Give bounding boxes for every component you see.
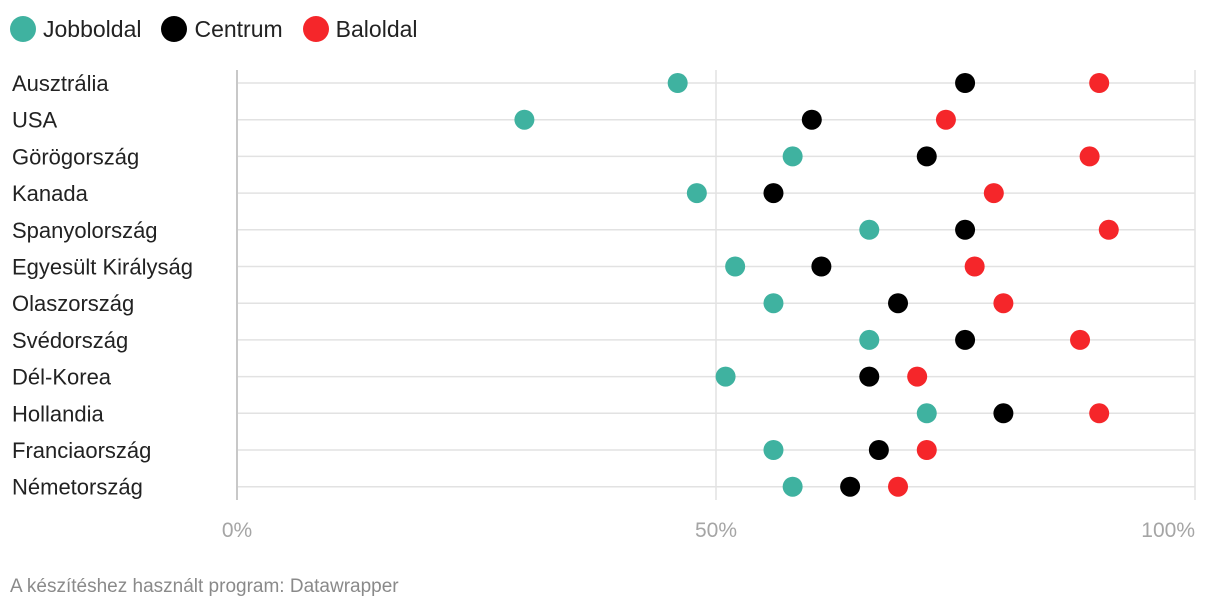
data-point-centrum — [888, 293, 909, 314]
data-point-baloldal — [1098, 219, 1119, 240]
category-label: Görögország — [12, 144, 139, 169]
data-point-centrum — [955, 329, 976, 350]
category-label: Németország — [12, 475, 143, 500]
x-tick-label: 0% — [222, 519, 252, 542]
data-point-centrum — [763, 183, 784, 204]
data-point-centrum — [993, 403, 1014, 424]
category-label: Dél-Korea — [12, 365, 112, 390]
data-point-baloldal — [993, 293, 1014, 314]
legend: Jobboldal Centrum Baloldal — [10, 12, 438, 46]
data-point-jobboldal — [715, 366, 736, 387]
legend-swatch-baloldal — [302, 16, 329, 42]
x-tick-label: 50% — [695, 519, 737, 542]
legend-label-centrum: Centrum — [194, 15, 283, 42]
data-point-baloldal — [983, 183, 1004, 204]
data-point-jobboldal — [916, 403, 937, 424]
data-point-jobboldal — [763, 440, 784, 460]
data-point-baloldal — [1089, 403, 1110, 424]
legend-item-jobboldal: Jobboldal — [10, 16, 141, 43]
data-point-centrum — [916, 146, 937, 167]
data-point-baloldal — [1089, 73, 1110, 93]
legend-item-baloldal: Baloldal — [302, 15, 418, 43]
data-point-jobboldal — [667, 73, 688, 93]
data-point-baloldal — [888, 476, 909, 497]
data-point-centrum — [859, 366, 880, 387]
data-point-baloldal — [1070, 329, 1091, 350]
category-label: Hollandia — [12, 401, 104, 426]
data-point-centrum — [868, 440, 889, 460]
data-point-baloldal — [935, 109, 956, 130]
data-point-centrum — [955, 73, 976, 93]
data-point-jobboldal — [859, 219, 880, 240]
data-point-jobboldal — [782, 146, 803, 167]
category-label: Franciaország — [12, 438, 151, 463]
data-point-baloldal — [1079, 146, 1100, 167]
category-label: Kanada — [12, 181, 89, 206]
legend-swatch-centrum — [161, 16, 188, 42]
data-point-jobboldal — [763, 293, 784, 314]
data-point-centrum — [840, 476, 861, 497]
data-point-jobboldal — [725, 256, 746, 277]
data-point-jobboldal — [686, 183, 707, 204]
data-point-centrum — [801, 109, 822, 130]
data-point-baloldal — [907, 366, 928, 387]
category-label: Ausztrália — [12, 71, 109, 96]
legend-label-jobboldal: Jobboldal — [43, 15, 142, 42]
data-point-baloldal — [964, 256, 985, 277]
category-label: Egyesült Királyság — [12, 255, 193, 280]
data-point-jobboldal — [782, 476, 803, 497]
legend-swatch-jobboldal — [10, 16, 36, 42]
data-point-jobboldal — [859, 329, 880, 350]
data-point-jobboldal — [514, 109, 535, 130]
category-label: Olaszország — [12, 291, 134, 316]
category-label: USA — [12, 108, 58, 133]
data-point-centrum — [955, 219, 976, 240]
legend-label-baloldal: Baloldal — [335, 15, 418, 42]
data-point-centrum — [811, 256, 832, 277]
legend-item-centrum: Centrum — [161, 15, 283, 43]
footer-note: A készítéshez használt program: Datawrap… — [10, 576, 399, 597]
category-label: Spanyolország — [12, 218, 158, 243]
data-point-baloldal — [916, 440, 937, 460]
category-label: Svédország — [12, 328, 128, 353]
x-tick-label: 100% — [1141, 519, 1195, 542]
